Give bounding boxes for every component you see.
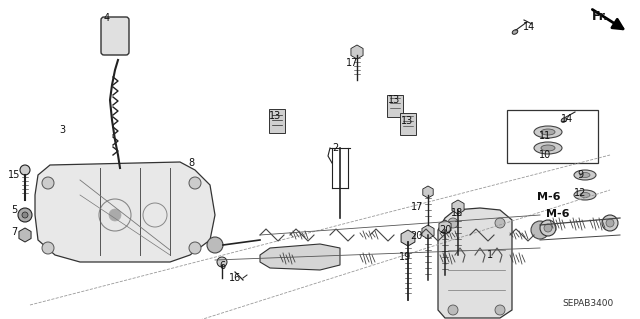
Ellipse shape xyxy=(580,173,590,177)
FancyBboxPatch shape xyxy=(400,113,416,135)
Text: 1: 1 xyxy=(487,250,493,260)
Ellipse shape xyxy=(574,170,596,180)
FancyArrowPatch shape xyxy=(593,10,623,29)
Text: 13: 13 xyxy=(401,116,413,126)
Circle shape xyxy=(42,177,54,189)
Text: 2: 2 xyxy=(332,143,338,153)
Circle shape xyxy=(495,305,505,315)
Text: 4: 4 xyxy=(104,13,110,23)
Circle shape xyxy=(189,242,201,254)
Text: 13: 13 xyxy=(388,95,400,105)
Ellipse shape xyxy=(534,126,562,138)
Text: 15: 15 xyxy=(8,170,20,180)
Circle shape xyxy=(42,242,54,254)
Text: 12: 12 xyxy=(574,188,586,198)
FancyBboxPatch shape xyxy=(101,17,129,55)
Text: 8: 8 xyxy=(188,158,194,168)
FancyBboxPatch shape xyxy=(269,109,285,133)
Text: M-6: M-6 xyxy=(537,192,561,202)
Bar xyxy=(507,110,598,163)
Circle shape xyxy=(22,212,28,218)
Circle shape xyxy=(18,208,32,222)
Text: 7: 7 xyxy=(11,227,17,237)
Circle shape xyxy=(207,237,223,253)
Circle shape xyxy=(606,219,614,227)
Text: 14: 14 xyxy=(523,22,535,32)
Ellipse shape xyxy=(541,145,555,151)
Circle shape xyxy=(189,177,201,189)
Polygon shape xyxy=(35,162,215,262)
Text: 9: 9 xyxy=(577,170,583,180)
Circle shape xyxy=(217,257,227,267)
Ellipse shape xyxy=(534,142,562,154)
Text: 18: 18 xyxy=(451,208,463,218)
Circle shape xyxy=(602,215,618,231)
Ellipse shape xyxy=(541,129,555,135)
Circle shape xyxy=(448,218,458,228)
Ellipse shape xyxy=(512,30,518,34)
Text: 17: 17 xyxy=(411,202,423,212)
FancyBboxPatch shape xyxy=(387,95,403,117)
Ellipse shape xyxy=(574,190,596,200)
Circle shape xyxy=(109,209,121,221)
Text: 5: 5 xyxy=(11,205,17,215)
Text: 11: 11 xyxy=(539,131,551,141)
Text: 13: 13 xyxy=(269,111,281,121)
Text: 14: 14 xyxy=(561,114,573,124)
Ellipse shape xyxy=(561,118,567,122)
Circle shape xyxy=(531,221,549,239)
Text: 19: 19 xyxy=(399,252,411,262)
Text: 3: 3 xyxy=(59,125,65,135)
Ellipse shape xyxy=(580,192,590,197)
Text: 20: 20 xyxy=(439,225,451,235)
Polygon shape xyxy=(438,208,512,318)
Text: M-6: M-6 xyxy=(547,209,570,219)
Circle shape xyxy=(448,305,458,315)
Circle shape xyxy=(495,218,505,228)
Text: 10: 10 xyxy=(539,150,551,160)
Text: Fr.: Fr. xyxy=(591,10,609,23)
Text: 16: 16 xyxy=(229,273,241,283)
Text: 20: 20 xyxy=(410,231,422,241)
Text: 17: 17 xyxy=(346,58,358,68)
Circle shape xyxy=(20,165,30,175)
Polygon shape xyxy=(260,244,340,270)
Text: 6: 6 xyxy=(219,261,225,271)
Circle shape xyxy=(540,220,556,236)
Circle shape xyxy=(544,224,552,232)
Text: SEPAB3400: SEPAB3400 xyxy=(563,299,614,308)
